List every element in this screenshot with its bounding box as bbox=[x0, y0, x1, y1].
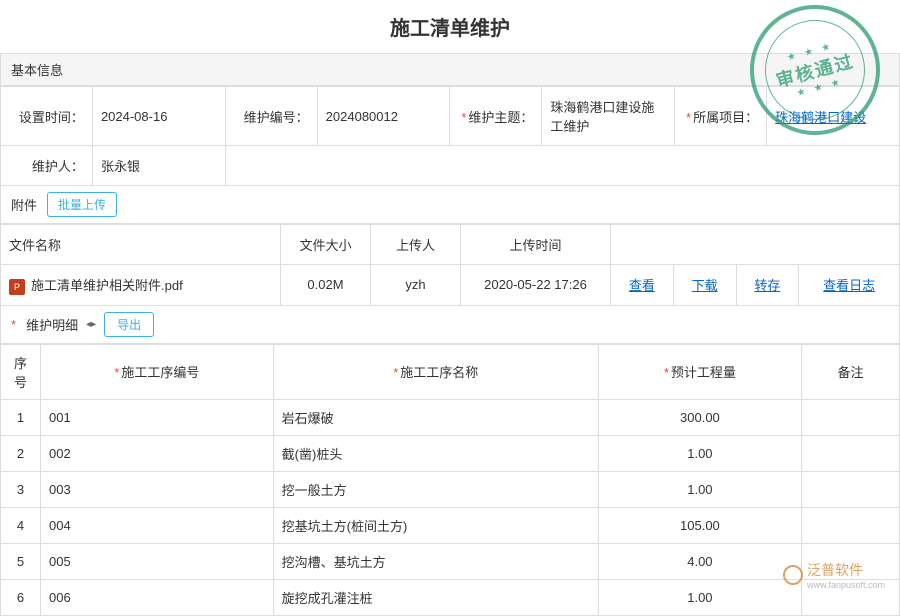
col-uploader: 上传人 bbox=[371, 225, 461, 265]
maint-no-value: 2024080012 bbox=[317, 87, 450, 146]
cell-remark bbox=[801, 507, 899, 543]
col-code: *施工工序编号 bbox=[41, 344, 274, 399]
cell-qty: 105.00 bbox=[598, 507, 801, 543]
topic-label: *维护主题： bbox=[450, 87, 542, 146]
file-time: 2020-05-22 17:26 bbox=[461, 265, 611, 306]
cell-remark bbox=[801, 399, 899, 435]
person-label: 维护人： bbox=[1, 146, 93, 186]
attachment-header: 附件 批量上传 bbox=[0, 186, 900, 224]
cell-code: 004 bbox=[41, 507, 274, 543]
col-remark: 备注 bbox=[801, 344, 899, 399]
cell-code: 006 bbox=[41, 579, 274, 615]
cell-qty: 300.00 bbox=[598, 399, 801, 435]
cell-seq: 2 bbox=[1, 435, 41, 471]
cell-seq: 5 bbox=[1, 543, 41, 579]
detail-label: 维护明细 bbox=[26, 315, 78, 334]
col-seq: 序号 bbox=[1, 344, 41, 399]
detail-row: 3003挖一般土方1.00 bbox=[1, 471, 900, 507]
chevron-icon: ◂▸ bbox=[86, 319, 96, 330]
cell-code: 002 bbox=[41, 435, 274, 471]
cell-name: 挖一般土方 bbox=[273, 471, 598, 507]
cell-qty: 1.00 bbox=[598, 471, 801, 507]
detail-row: 2002截(凿)桩头1.00 bbox=[1, 435, 900, 471]
detail-row: 1001岩石爆破300.00 bbox=[1, 399, 900, 435]
cell-remark bbox=[801, 471, 899, 507]
download-link[interactable]: 下载 bbox=[692, 278, 718, 293]
col-qty: *预计工程量 bbox=[598, 344, 801, 399]
watermark: 泛普软件 www.fanpusoft.com bbox=[783, 560, 885, 590]
file-size: 0.02M bbox=[281, 265, 371, 306]
project-label: *所属项目： bbox=[675, 87, 767, 146]
col-filename: 文件名称 bbox=[1, 225, 281, 265]
cell-name: 旋挖成孔灌注桩 bbox=[273, 579, 598, 615]
attachment-row: P 施工清单维护相关附件.pdf 0.02M yzh 2020-05-22 17:… bbox=[1, 265, 900, 306]
col-filesize: 文件大小 bbox=[281, 225, 371, 265]
view-link[interactable]: 查看 bbox=[629, 278, 655, 293]
file-uploader: yzh bbox=[371, 265, 461, 306]
cell-code: 003 bbox=[41, 471, 274, 507]
detail-row: 6006旋挖成孔灌注桩1.00 bbox=[1, 579, 900, 615]
cell-qty: 1.00 bbox=[598, 579, 801, 615]
attachment-label: 附件 bbox=[11, 195, 37, 214]
cell-qty: 1.00 bbox=[598, 435, 801, 471]
detail-header: *维护明细◂▸ 导出 bbox=[0, 306, 900, 344]
file-name: 施工清单维护相关附件.pdf bbox=[31, 278, 183, 293]
transfer-link[interactable]: 转存 bbox=[754, 278, 780, 293]
cell-seq: 1 bbox=[1, 399, 41, 435]
logo-icon bbox=[783, 565, 803, 585]
col-name: *施工工序名称 bbox=[273, 344, 598, 399]
cell-name: 挖基坑土方(桩间土方) bbox=[273, 507, 598, 543]
log-link[interactable]: 查看日志 bbox=[823, 278, 875, 293]
topic-value: 珠海鹤港口建设施工维护 bbox=[542, 87, 675, 146]
cell-seq: 3 bbox=[1, 471, 41, 507]
maint-no-label: 维护编号： bbox=[225, 87, 317, 146]
export-button[interactable]: 导出 bbox=[104, 312, 154, 337]
detail-row: 5005挖沟槽、基坑土方4.00 bbox=[1, 543, 900, 579]
set-time-label: 设置时间： bbox=[1, 87, 93, 146]
bulk-upload-button[interactable]: 批量上传 bbox=[47, 192, 117, 217]
cell-code: 005 bbox=[41, 543, 274, 579]
detail-row: 4004挖基坑土方(桩间土方)105.00 bbox=[1, 507, 900, 543]
set-time-value: 2024-08-16 bbox=[92, 87, 225, 146]
detail-table: 序号 *施工工序编号 *施工工序名称 *预计工程量 备注 1001岩石爆破300… bbox=[0, 344, 900, 616]
cell-remark bbox=[801, 435, 899, 471]
cell-code: 001 bbox=[41, 399, 274, 435]
cell-qty: 4.00 bbox=[598, 543, 801, 579]
cell-name: 岩石爆破 bbox=[273, 399, 598, 435]
cell-seq: 4 bbox=[1, 507, 41, 543]
pdf-icon: P bbox=[9, 279, 25, 295]
col-uploadtime: 上传时间 bbox=[461, 225, 611, 265]
cell-seq: 6 bbox=[1, 579, 41, 615]
cell-name: 截(凿)桩头 bbox=[273, 435, 598, 471]
person-value: 张永银 bbox=[92, 146, 225, 186]
attachment-table: 文件名称 文件大小 上传人 上传时间 P 施工清单维护相关附件.pdf 0.02M… bbox=[0, 224, 900, 306]
cell-name: 挖沟槽、基坑土方 bbox=[273, 543, 598, 579]
